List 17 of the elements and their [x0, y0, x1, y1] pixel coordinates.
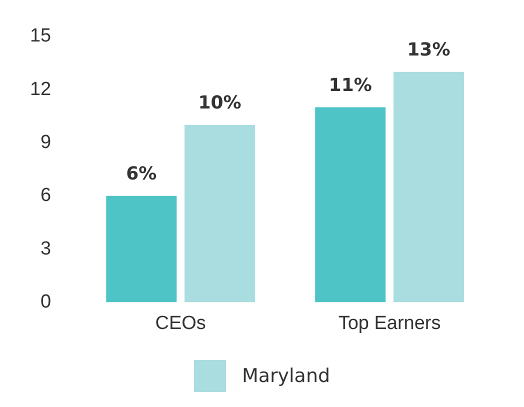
y-tick-label: 6	[40, 185, 52, 206]
data-label: 6%	[126, 164, 157, 185]
y-tick-label: 0	[40, 291, 52, 312]
y-tick-label: 15	[30, 26, 52, 47]
y-tick-label: 12	[30, 78, 52, 100]
y-tick-label: 3	[40, 238, 52, 260]
data-label: 10%	[198, 92, 242, 114]
data-label: 11%	[328, 74, 372, 96]
bar	[184, 125, 256, 302]
bar	[315, 107, 386, 302]
y-tick-label: 9	[40, 132, 52, 153]
bar	[106, 196, 177, 302]
x-tick-label: CEOs	[155, 312, 206, 334]
bar	[393, 72, 464, 302]
data-label: 13%	[407, 40, 450, 61]
legend-label: Maryland	[240, 364, 330, 389]
x-tick-label: Top Earners	[338, 312, 441, 334]
